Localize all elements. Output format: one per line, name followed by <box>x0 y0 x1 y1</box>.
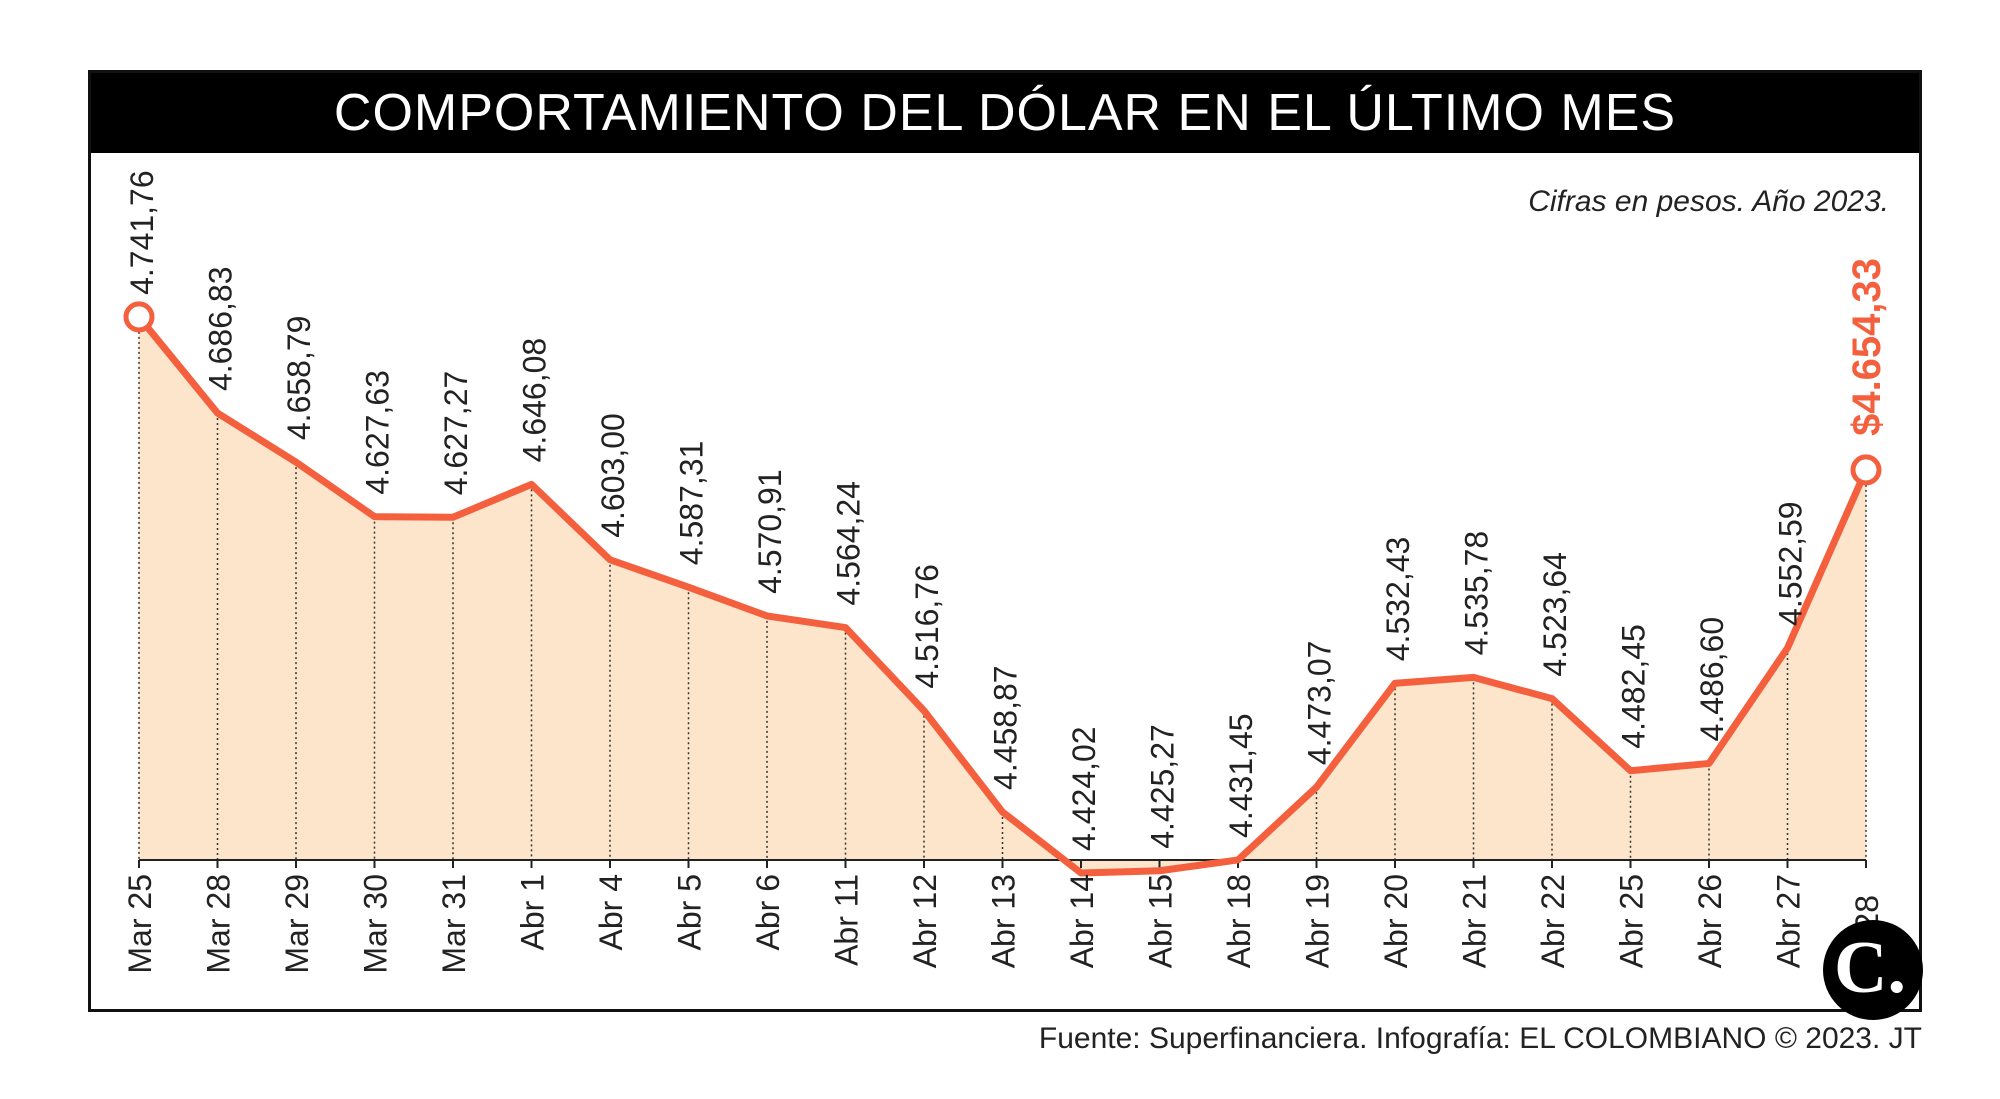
data-label: 4.482,45 <box>1616 624 1652 749</box>
data-label: 4.473,07 <box>1302 641 1338 766</box>
title-bar: COMPORTAMIENTO DEL DÓLAR EN EL ÚLTIMO ME… <box>91 73 1919 153</box>
data-label: 4.523,64 <box>1537 552 1573 677</box>
data-label: 4.564,24 <box>831 481 867 606</box>
x-tick-label: Mar 31 <box>436 874 472 974</box>
x-tick-label: Abr 13 <box>986 874 1022 968</box>
source-note: Fuente: Superfinanciera. Infografía: EL … <box>1038 1022 1922 1055</box>
x-tick-label: Abr 11 <box>829 874 865 966</box>
x-tick-label: Abr 14 <box>1064 874 1100 968</box>
data-label: 4.425,27 <box>1145 724 1181 849</box>
x-tick-label: Abr 21 <box>1457 874 1493 968</box>
x-tick-label: Mar 25 <box>122 874 158 974</box>
x-tick-label: Mar 30 <box>358 874 394 974</box>
data-label: 4.552,59 <box>1773 501 1809 626</box>
x-tick-label: Abr 22 <box>1535 874 1571 968</box>
data-label: 4.458,87 <box>988 665 1024 790</box>
x-tick-label: Abr 4 <box>593 874 629 950</box>
chart-subtitle: Cifras en pesos. Año 2023. <box>1528 185 1889 218</box>
logo-text: C. <box>1834 926 1906 1009</box>
data-label: 4.486,60 <box>1694 617 1730 742</box>
data-label: 4.686,83 <box>203 266 239 391</box>
chart-title: COMPORTAMIENTO DEL DÓLAR EN EL ÚLTIMO ME… <box>333 84 1677 142</box>
data-label: 4.570,91 <box>752 469 788 594</box>
x-tick-label: Abr 27 <box>1771 874 1807 968</box>
start-point-marker <box>123 301 155 333</box>
data-label: 4.587,31 <box>674 441 710 566</box>
x-tick-label: Mar 28 <box>201 874 237 974</box>
data-label: 4.535,78 <box>1459 531 1495 656</box>
x-tick-label: Abr 5 <box>672 874 708 950</box>
data-label: 4.424,02 <box>1066 726 1102 851</box>
data-label: 4.646,08 <box>517 338 553 463</box>
data-label: 4.516,76 <box>909 564 945 689</box>
highlight-value-label: $4.654,33 <box>1845 258 1889 436</box>
x-tick-label: Abr 26 <box>1692 874 1728 968</box>
data-label: 4.627,27 <box>438 371 474 496</box>
data-label: 4.627,63 <box>360 370 396 495</box>
area-fill <box>139 316 1866 873</box>
x-tick-label: Abr 1 <box>515 874 551 950</box>
x-tick-label: Mar 29 <box>279 874 315 974</box>
data-label: 4.603,00 <box>595 413 631 538</box>
data-label: 4.658,79 <box>281 316 317 441</box>
series-line <box>135 313 1870 877</box>
data-label: 4.741,76 <box>124 170 160 295</box>
x-tick-label: Abr 20 <box>1378 874 1414 968</box>
el-colombiano-logo: C. <box>1823 920 1923 1020</box>
end-point-marker <box>1850 454 1882 486</box>
x-tick-label: Abr 12 <box>907 874 943 968</box>
x-tick-label: Abr 19 <box>1300 874 1336 968</box>
x-tick-label: Abr 18 <box>1221 874 1257 968</box>
data-label: 4.532,43 <box>1380 537 1416 662</box>
x-tick-label: Abr 6 <box>750 874 786 950</box>
data-label: 4.431,45 <box>1223 713 1259 838</box>
x-tick-label: Abr 15 <box>1143 874 1179 968</box>
x-tick-label: Abr 25 <box>1614 874 1650 968</box>
